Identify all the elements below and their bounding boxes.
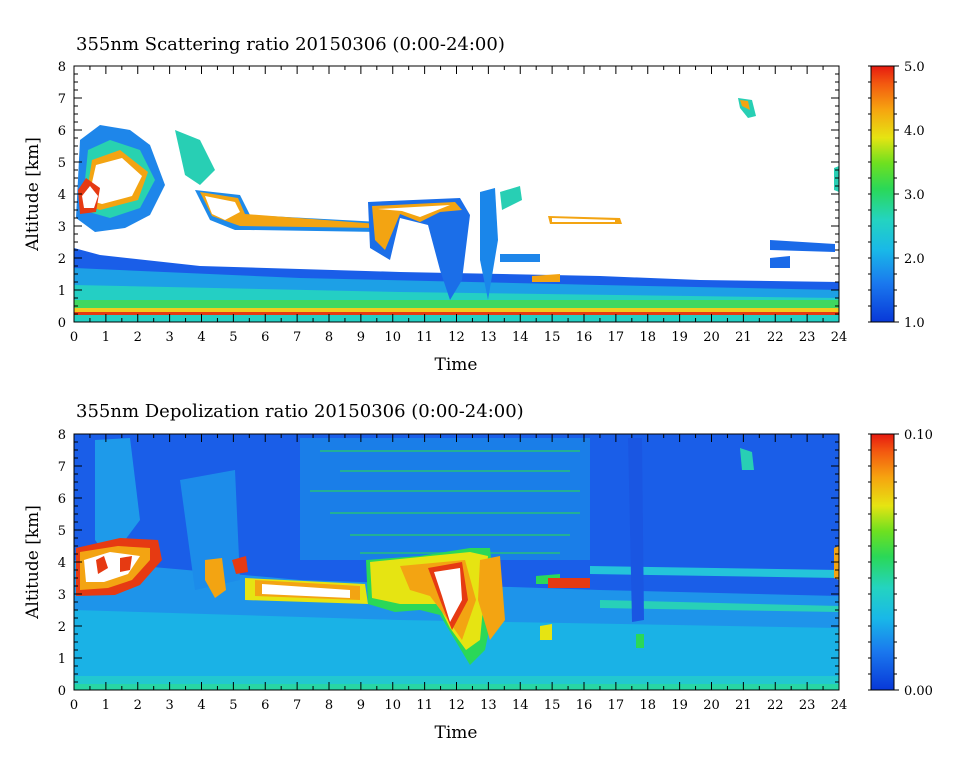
x-tick-label: 16 [576,330,593,345]
x-tick-label: 5 [229,698,237,713]
x-tick-label: 9 [357,698,365,713]
depolarization-title: 355nm Depolization ratio 20150306 (0:00-… [76,401,524,422]
scattering-axes: 0 1 2 3 4 5 6 7 8 9 10 11 12 13 14 15 16 17 18 19 20 21 22 23 24… [58,60,848,345]
x-tick-label: 19 [671,330,688,345]
x-tick-label: 6 [261,698,269,713]
y-tick-label: 7 [58,92,66,107]
colorbar-tick-label: 5.0 [904,60,925,75]
x-tick-label: 10 [384,330,401,345]
y-tick-label: 6 [58,492,66,507]
scattering-title: 355nm Scattering ratio 20150306 (0:00-24… [76,34,505,55]
x-tick-label: 2 [134,698,142,713]
y-tick-label: 1 [58,652,66,667]
x-tick-label: 22 [767,698,784,713]
depolarization-xlabel: Time [435,723,478,743]
x-tick-label: 14 [512,698,529,713]
x-tick-label: 4 [197,330,205,345]
x-tick-label: 3 [165,330,173,345]
x-tick-label: 16 [576,698,593,713]
x-tick-label: 18 [639,330,656,345]
x-tick-label: 8 [325,698,333,713]
scattering-heatmap [74,66,839,322]
x-tick-label: 24 [831,698,848,713]
y-tick-label: 1 [58,284,66,299]
x-tick-label: 4 [197,698,205,713]
x-tick-label: 3 [165,698,173,713]
x-tick-label: 22 [767,330,784,345]
y-tick-label: 2 [58,252,66,267]
x-tick-label: 1 [102,330,110,345]
sr-surface-line [74,308,839,312]
x-tick-label: 7 [293,698,301,713]
x-tick-label: 17 [608,698,625,713]
y-tick-label: 8 [58,428,66,443]
x-tick-label: 13 [480,330,497,345]
x-tick-label: 20 [703,330,720,345]
colorbar-tick-label: 4.0 [904,124,925,139]
x-tick-label: 9 [357,330,365,345]
colorbar-tick-label: 1.0 [904,316,925,331]
x-tick-label: 18 [639,698,656,713]
x-tick-label: 11 [416,698,433,713]
y-tick-label: 2 [58,620,66,635]
x-tick-label: 21 [735,698,752,713]
x-tick-label: 21 [735,330,752,345]
x-tick-label: 6 [261,330,269,345]
x-tick-label: 10 [384,698,401,713]
y-tick-label: 6 [58,124,66,139]
depolarization-panel: 355nm Depolization ratio 20150306 (0:00-… [23,401,933,743]
y-tick-label: 5 [58,524,66,539]
x-tick-label: 14 [512,330,529,345]
colorbar-tick-label: 2.0 [904,252,925,267]
depolarization-axes: 0 1 2 3 4 5 6 7 8 9 10 11 12 13 14 15 16 17 18 19 20 21 22 23 24… [58,428,848,713]
x-tick-label: 20 [703,698,720,713]
sr-surface-red [74,312,839,315]
x-tick-label: 23 [799,330,816,345]
dp-noise-region [95,438,140,560]
x-tick-label: 11 [416,330,433,345]
colorbar-tick-label: 0.10 [904,428,933,443]
y-tick-label: 3 [58,588,66,603]
x-tick-label: 12 [448,330,465,345]
sr-near-surface [74,300,839,308]
y-tick-label: 5 [58,156,66,171]
x-tick-label: 15 [544,330,561,345]
x-tick-label: 23 [799,698,816,713]
x-tick-label: 13 [480,698,497,713]
y-tick-label: 4 [58,188,66,203]
y-tick-label: 0 [58,316,66,331]
y-tick-label: 0 [58,684,66,699]
dp-layer-16h [548,578,590,588]
dp-elevated-layer [205,558,226,598]
x-tick-label: 24 [831,330,848,345]
x-tick-label: 17 [608,330,625,345]
x-tick-label: 2 [134,330,142,345]
x-tick-label: 0 [70,330,78,345]
colorbar-tick-label: 0.00 [904,684,933,699]
y-tick-label: 4 [58,556,66,571]
scattering-ylabel: Altitude [km] [23,137,43,252]
x-tick-label: 8 [325,330,333,345]
x-tick-label: 1 [102,698,110,713]
scattering-xlabel: Time [435,355,478,375]
x-tick-label: 15 [544,698,561,713]
depolarization-colorbar: 0.00 0.10 [868,428,933,699]
x-tick-label: 19 [671,698,688,713]
x-tick-label: 12 [448,698,465,713]
x-tick-label: 5 [229,330,237,345]
colorbar-tick-label: 3.0 [904,188,925,203]
depolarization-heatmap [74,434,839,690]
y-tick-label: 8 [58,60,66,75]
scattering-panel: 355nm Scattering ratio 20150306 (0:00-24… [23,34,925,375]
depolarization-ylabel: Altitude [km] [23,505,43,620]
y-tick-label: 3 [58,220,66,235]
scattering-colorbar: 1.0 2.0 3.0 4.0 5.0 [868,60,925,331]
y-tick-label: 7 [58,460,66,475]
x-tick-label: 0 [70,698,78,713]
x-tick-label: 7 [293,330,301,345]
